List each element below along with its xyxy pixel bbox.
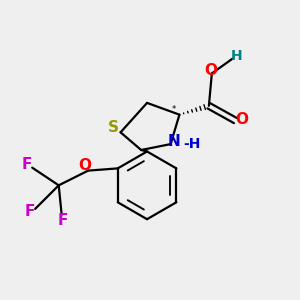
Text: H: H	[230, 50, 242, 63]
Text: F: F	[58, 213, 68, 228]
Text: N: N	[167, 134, 180, 149]
Text: F: F	[25, 204, 35, 219]
Text: F: F	[22, 157, 32, 172]
Text: -H: -H	[183, 136, 200, 151]
Text: O: O	[204, 63, 217, 78]
Text: O: O	[236, 112, 248, 127]
Text: O: O	[79, 158, 92, 173]
Text: S: S	[108, 120, 119, 135]
Text: *: *	[171, 105, 176, 114]
